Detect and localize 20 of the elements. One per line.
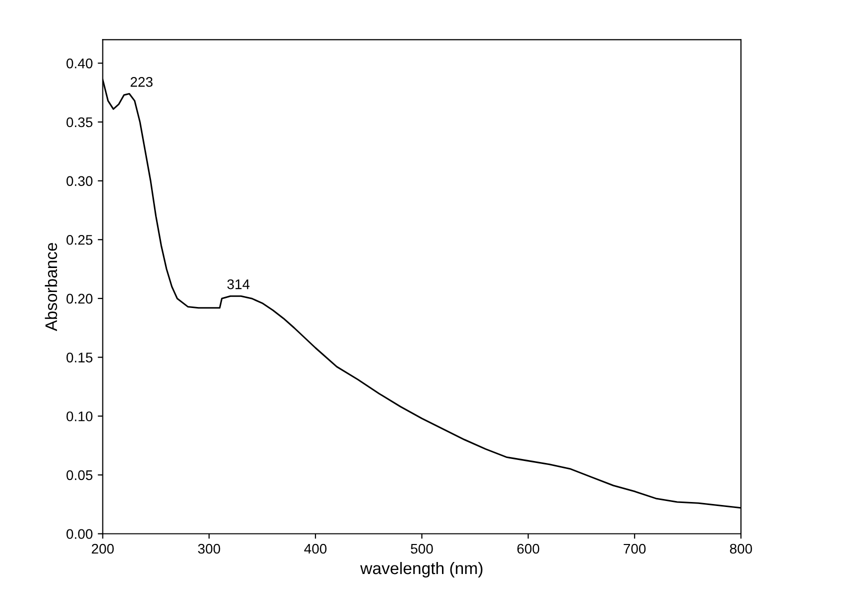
y-tick-label: 0.05 (66, 470, 92, 480)
x-tick-label: 300 (198, 544, 220, 554)
annotation: 223 (130, 77, 153, 87)
y-tick-label: 0.20 (66, 294, 92, 304)
y-tick-label: 0.00 (66, 529, 92, 539)
y-tick-label: 0.10 (66, 411, 92, 422)
x-tick-label: 400 (304, 544, 327, 554)
x-tick-label: 500 (410, 544, 433, 554)
y-tick-label: 0.40 (66, 58, 92, 68)
x-tick-label: 600 (517, 544, 540, 554)
x-axis-title: wavelength (nm) (360, 562, 482, 578)
y-tick-label: 0.35 (66, 117, 92, 128)
x-tick-label: 800 (730, 544, 752, 554)
y-tick-label: 0.15 (66, 352, 92, 362)
y-tick-label: 0.25 (66, 234, 92, 245)
x-tick-label: 700 (624, 544, 646, 554)
y-tick-label: 0.30 (66, 176, 92, 186)
annotation: 314 (227, 279, 250, 290)
x-tick-label: 200 (92, 544, 114, 554)
y-axis-title: Absorbance (44, 242, 58, 332)
